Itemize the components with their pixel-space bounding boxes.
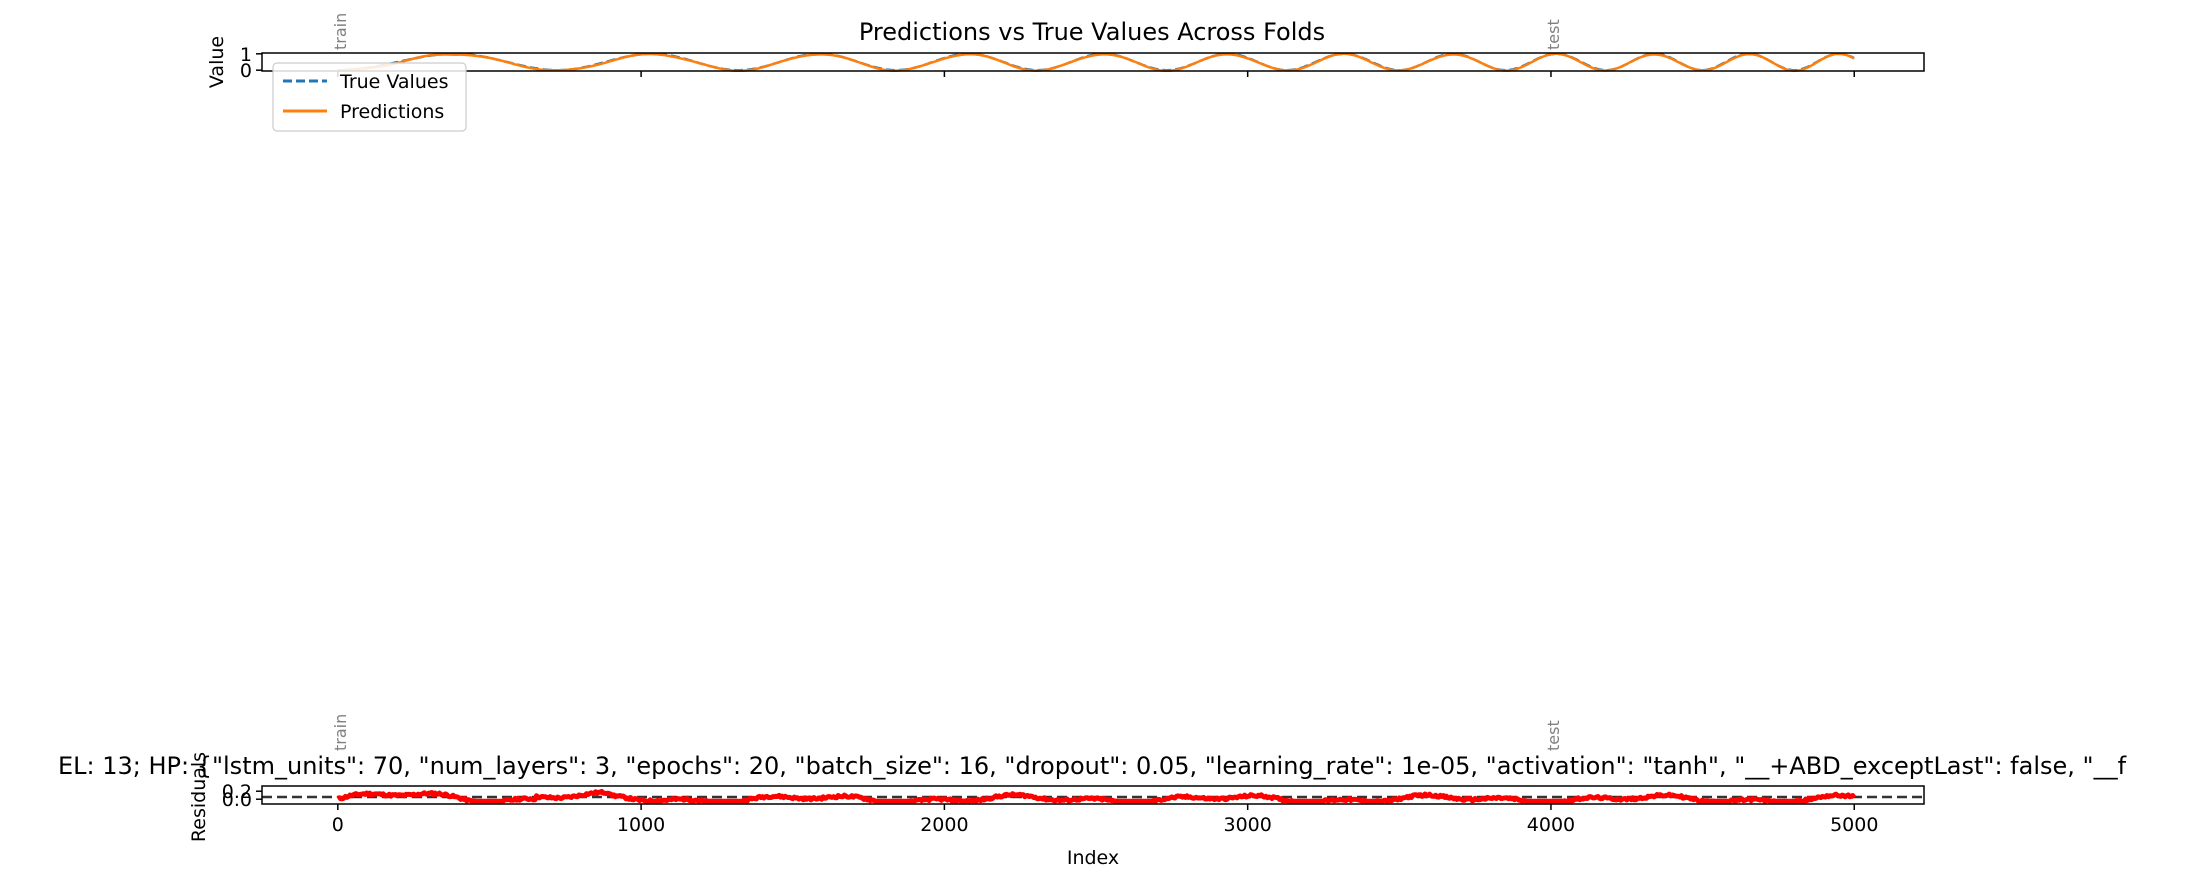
bottom-y-tick-label: 0.2 [222,781,252,803]
bottom-x-tick-label: 1000 [617,814,665,836]
bottom-subplot: train test EL: 13; HP: {"lstm_units": 70,… [58,714,2127,869]
bottom-y-tick-label: 0.0 [222,789,252,811]
bottom-y-ticks: 0.00.2 [222,781,262,811]
legend: True Values Predictions [272,62,467,132]
annotation-test: test [1544,19,1563,50]
bottom-series-group [336,788,1857,804]
series-residuals [336,788,1857,804]
annotation-train: train [331,13,350,50]
bottom-axes-frame [261,785,1925,805]
annotation-train: train [331,714,350,751]
bottom-chart-title: EL: 13; HP: {"lstm_units": 70, "num_laye… [58,752,2127,780]
top-chart-title: Predictions vs True Values Across Folds [859,18,1325,46]
top-y-tick-label: 0 [240,60,252,82]
bottom-x-tick-label: 5000 [1830,814,1878,836]
bottom-y-axis-label: Residuals [188,752,210,842]
top-y-ticks: 01 [240,44,262,82]
bottom-annotations: train test [331,714,1563,751]
bottom-x-tick-label: 4000 [1527,814,1575,836]
bottom-x-ticks: 0 1000 2000 3000 4000 5000 [332,804,1878,836]
annotation-test: test [1544,720,1563,751]
top-annotations: train test [331,13,1563,50]
bottom-x-axis-label: Index [1067,847,1119,869]
bottom-x-tick-label: 0 [332,814,344,836]
legend-predictions-label: Predictions [340,101,444,123]
top-y-axis-label: Value [206,36,228,88]
legend-true-values-label: True Values [339,71,448,93]
top-axes-frame [261,52,1925,72]
bottom-x-tick-label: 3000 [1223,814,1271,836]
legend-box [272,62,467,132]
top-subplot: Predictions vs True Values Across Folds … [206,13,1925,132]
top-y-tick-label: 1 [240,44,252,66]
bottom-x-tick-label: 2000 [920,814,968,836]
